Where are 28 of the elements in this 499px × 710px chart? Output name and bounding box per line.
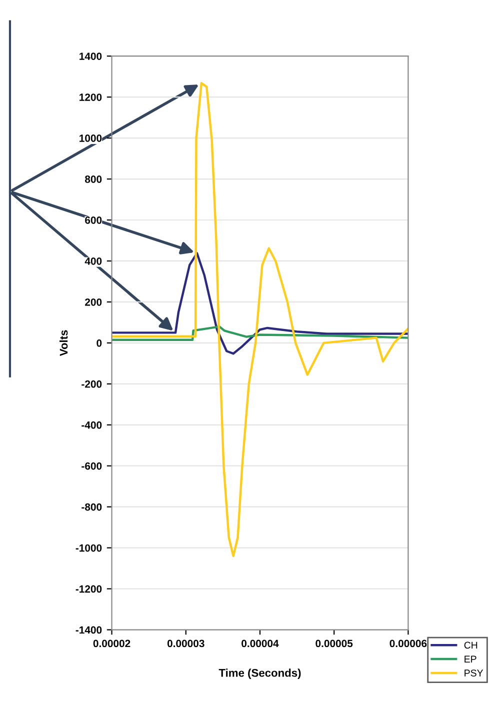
y-tick-label: 1000 — [80, 134, 102, 142]
y-axis-title: Volts — [60, 330, 68, 356]
y-tick-label: 1200 — [80, 94, 102, 101]
y-tick-label: -200 — [82, 380, 102, 388]
line-series — [112, 252, 408, 355]
y-tick-label: 400 — [84, 257, 102, 265]
x-tick-label: 0.00002 — [93, 640, 130, 648]
legend-label: EP — [464, 656, 476, 662]
y-tick-label: -1200 — [76, 585, 102, 593]
legend-label: CH — [464, 642, 478, 649]
y-tick-label: 0 — [96, 339, 102, 347]
line-series — [112, 325, 408, 341]
y-tick-label: -800 — [82, 503, 102, 511]
x-tick-label: 0.00004 — [242, 640, 279, 648]
y-tick-label: 800 — [85, 176, 102, 183]
y-tick-label: -1000 — [76, 544, 102, 552]
y-tick-label: 600 — [85, 216, 102, 224]
y-tick-label: -400 — [82, 421, 102, 429]
x-tick-label: 0.00003 — [167, 640, 204, 648]
y-tick-label: 1400 — [80, 52, 102, 60]
y-tick-label: -1400 — [76, 626, 102, 634]
x-tick-label: 0.00006 — [390, 640, 427, 648]
line-series — [112, 82, 408, 558]
x-tick-label: 0.00005 — [316, 640, 353, 648]
x-axis-title: Time (Seconds) — [218, 668, 301, 680]
y-tick-label: -600 — [82, 462, 102, 470]
legend-label: PSY — [464, 670, 484, 676]
y-tick-label: 200 — [85, 298, 102, 306]
